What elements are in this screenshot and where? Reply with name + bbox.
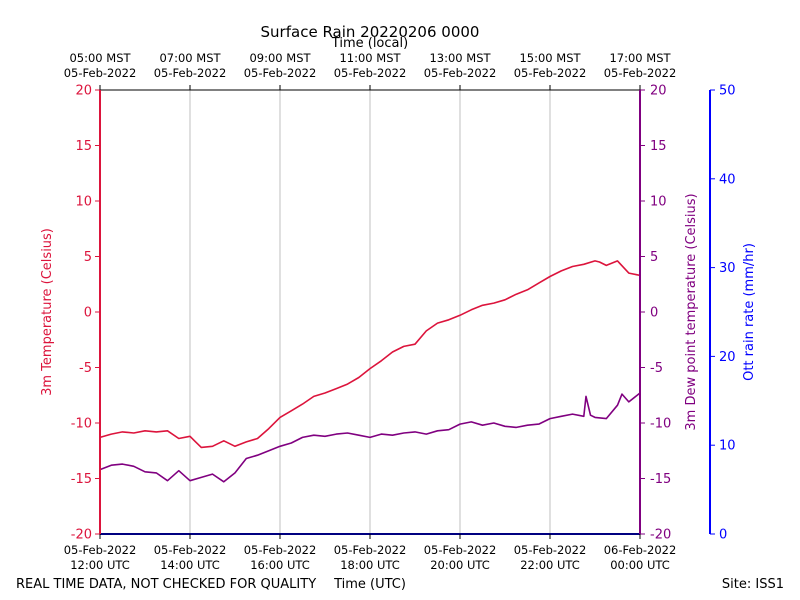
left-tick-label-6: 10 [75,195,92,210]
rain-axis-label: Ott rain rate (mm/hr) [742,243,757,381]
x-tick-local-date-0: 05-Feb-2022 [64,66,137,80]
x-tick-local-time-1: 07:00 MST [159,51,221,65]
x-tick-local-date-4: 05-Feb-2022 [424,66,497,80]
chart-title: Surface Rain 20220206 0000 [261,23,480,41]
right-tick-label-6: 10 [650,195,667,210]
left-tick-label-8: 20 [75,84,92,99]
x-tick-local-time-5: 15:00 MST [519,51,581,65]
x-tick-utc-time-6: 00:00 UTC [610,558,670,572]
x-tick-local-date-2: 05-Feb-2022 [244,66,317,80]
x-tick-utc-time-2: 16:00 UTC [250,558,310,572]
x-axis-label: Time (UTC) [333,577,406,592]
left-tick-label-2: -10 [71,417,92,432]
x-tick-local-time-3: 11:00 MST [339,51,401,65]
gridlines [189,90,551,534]
x-tick-local-time-0: 05:00 MST [69,51,131,65]
series-line-1 [99,392,641,483]
left-tick-label-1: -15 [71,472,92,487]
top-axis-title: Time (local) [331,36,408,51]
left-tick-label-3: -5 [79,361,92,376]
site-label: Site: ISS1 [722,577,784,592]
rain-tick-label-2: 20 [719,350,736,365]
x-tick-local-date-5: 05-Feb-2022 [514,66,587,80]
x-tick-utc-time-3: 18:00 UTC [340,558,400,572]
x-tick-local-time-2: 09:00 MST [249,51,311,65]
x-tick-local-time-4: 13:00 MST [429,51,491,65]
left-tick-label-4: 0 [84,306,92,321]
x-tick-utc-time-5: 22:00 UTC [520,558,580,572]
right-tick-label-0: -20 [650,528,671,543]
right-tick-label-5: 5 [650,250,658,265]
x-tick-utc-date-4: 05-Feb-2022 [424,543,497,557]
x-tick-utc-time-0: 12:00 UTC [70,558,130,572]
right-tick-label-3: -5 [650,361,663,376]
right-tick-label-2: -10 [650,417,671,432]
left-tick-label-0: -20 [71,528,92,543]
x-tick-local-time-6: 17:00 MST [609,51,671,65]
rain-tick-label-5: 50 [719,84,736,99]
rain-tick-label-3: 30 [719,261,736,276]
x-tick-local-date-6: 05-Feb-2022 [604,66,677,80]
right-tick-label-7: 15 [650,139,667,154]
x-tick-utc-date-1: 05-Feb-2022 [154,543,227,557]
x-tick-utc-time-4: 20:00 UTC [430,558,490,572]
x-tick-utc-date-3: 05-Feb-2022 [334,543,407,557]
quality-disclaimer: REAL TIME DATA, NOT CHECKED FOR QUALITY [16,577,316,592]
x-tick-local-date-1: 05-Feb-2022 [154,66,227,80]
x-tick-utc-date-0: 05-Feb-2022 [64,543,137,557]
x-tick-utc-date-5: 05-Feb-2022 [514,543,587,557]
left-tick-label-5: 5 [84,250,92,265]
rain-tick-label-1: 10 [719,439,736,454]
x-tick-local-date-3: 05-Feb-2022 [334,66,407,80]
axes: -20 -15 -10 -5 0 5 10 15 20 -20 -15 -10 -5 0 5 10 15 20 0 1… [64,51,736,572]
right-axis-label: 3m Dew point temperature (Celsius) [684,193,699,430]
x-tick-utc-date-6: 06-Feb-2022 [604,543,677,557]
right-tick-label-1: -15 [650,472,671,487]
right-tick-label-8: 20 [650,84,667,99]
right-tick-label-4: 0 [650,306,658,321]
rain-tick-label-4: 40 [719,172,736,187]
left-axis-label: 3m Temperature (Celsius) [40,228,55,396]
rain-tick-label-0: 0 [719,528,727,543]
left-tick-label-7: 15 [75,139,92,154]
series-line-0 [99,260,641,449]
x-tick-utc-date-2: 05-Feb-2022 [244,543,317,557]
x-tick-utc-time-1: 14:00 UTC [160,558,220,572]
